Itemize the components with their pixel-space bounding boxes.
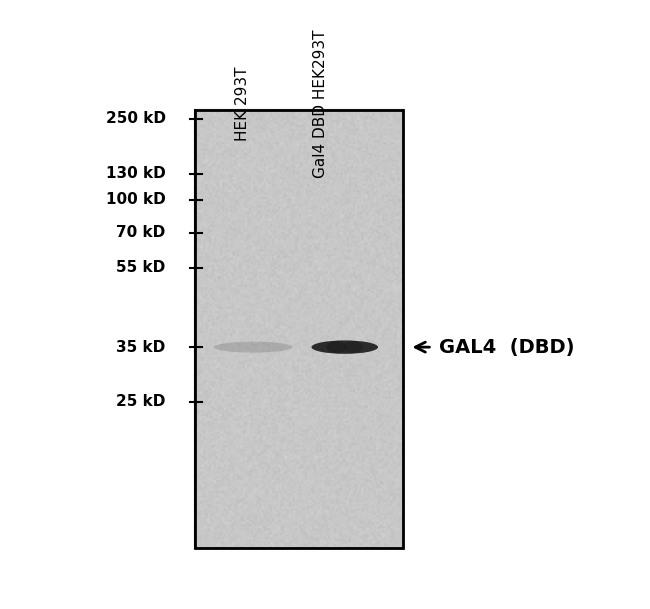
Text: GAL4  (DBD): GAL4 (DBD) xyxy=(439,337,574,357)
Bar xyxy=(195,110,403,548)
Text: 130 kD: 130 kD xyxy=(106,166,166,181)
Text: 35 kD: 35 kD xyxy=(116,340,166,354)
Text: 70 kD: 70 kD xyxy=(116,225,166,240)
Ellipse shape xyxy=(326,341,346,353)
Ellipse shape xyxy=(311,340,378,354)
Text: 250 kD: 250 kD xyxy=(106,111,166,126)
Ellipse shape xyxy=(214,342,292,353)
Bar xyxy=(195,110,403,548)
Text: 25 kD: 25 kD xyxy=(116,395,166,409)
Text: 55 kD: 55 kD xyxy=(116,261,166,275)
Text: HEK 293T: HEK 293T xyxy=(235,66,250,141)
Ellipse shape xyxy=(343,341,363,353)
Text: Gal4 DBD HEK293T: Gal4 DBD HEK293T xyxy=(313,29,328,178)
Text: 100 kD: 100 kD xyxy=(106,192,166,207)
